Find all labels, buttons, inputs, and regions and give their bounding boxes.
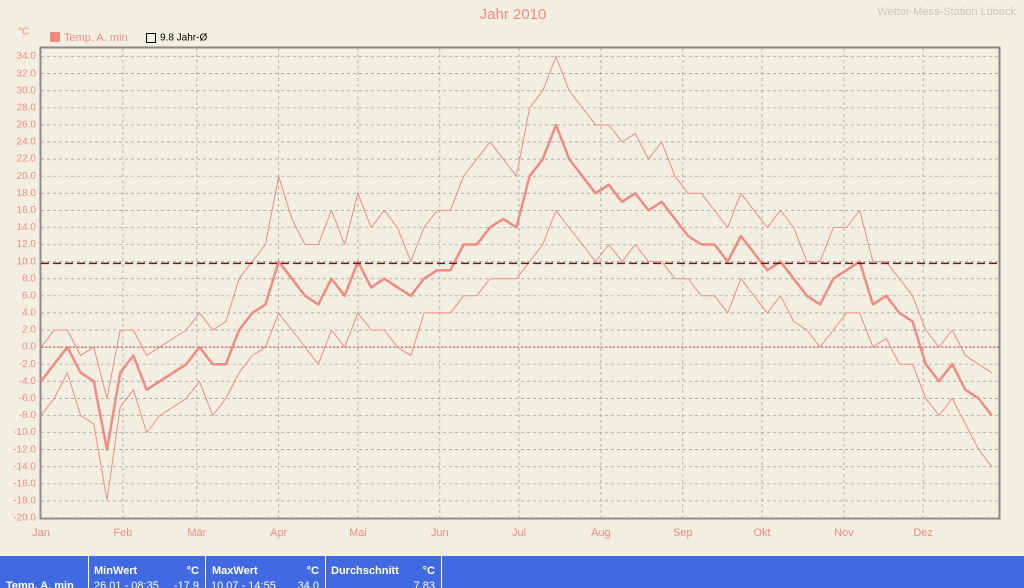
y-tick-label: -20.0 <box>13 513 36 524</box>
x-tick-label: Jul <box>512 527 526 539</box>
y-tick-label: 24.0 <box>17 137 37 148</box>
chart: Jahr 2010 Wetter-Mess-Station Lübeck °C … <box>13 6 1016 539</box>
y-tick-label: -18.0 <box>13 496 36 507</box>
y-tick-label: 10.0 <box>17 256 37 267</box>
y-tick-label: 4.0 <box>22 308 36 319</box>
header: °C <box>306 565 319 577</box>
y-tick-label: -10.0 <box>13 427 36 438</box>
header: °C <box>186 565 199 577</box>
cell: 26.01 - 08:35 <box>94 580 159 588</box>
col <box>441 556 442 588</box>
y-tick-label: 30.0 <box>17 85 37 96</box>
x-tick-label: Aug <box>591 527 611 539</box>
y-tick-label: 28.0 <box>17 102 37 113</box>
header: MinWert <box>94 565 138 577</box>
y-tick-label: 8.0 <box>22 273 36 284</box>
y-tick-label: 18.0 <box>17 188 37 199</box>
y-tick-label: 22.0 <box>17 154 37 165</box>
y-tick-label: -8.0 <box>19 410 37 421</box>
cell: 34.0 <box>297 580 319 588</box>
legend-swatch <box>50 32 60 42</box>
legend-label: Temp. A. min <box>64 32 128 44</box>
y-tick-label: -4.0 <box>19 376 37 387</box>
legend-swatch-ref <box>146 33 156 43</box>
cell: 7.83 <box>413 580 435 588</box>
y-tick-label: 20.0 <box>17 171 37 182</box>
y-tick-label: 0.0 <box>22 342 36 353</box>
y-tick-label: 26.0 <box>17 120 37 131</box>
legend-ref-label: 9.8 Jahr-Ø <box>160 33 207 44</box>
y-tick-label: 16.0 <box>17 205 37 216</box>
x-tick-label: Jun <box>431 527 449 539</box>
y-tick-label: 2.0 <box>22 325 36 336</box>
col: MaxWert °C 10.07 - 14:55 34.0 <box>205 556 325 588</box>
y-tick-label: 14.0 <box>17 222 37 233</box>
x-tick-label: Mai <box>349 527 367 539</box>
y-tick-label: -12.0 <box>13 444 36 455</box>
x-tick-label: Apr <box>270 527 287 539</box>
header: °C <box>422 565 435 577</box>
cell: 10.07 - 14:55 <box>211 580 276 588</box>
y-tick-label: 34.0 <box>17 51 37 62</box>
header: Durchschnitt <box>331 565 399 577</box>
x-tick-label: Mär <box>187 527 206 539</box>
col: MinWert °C 26.01 - 08:35 -17.9 <box>88 556 205 588</box>
y-tick-label: -6.0 <box>19 393 37 404</box>
y-tick-label: 6.0 <box>22 290 36 301</box>
y-tick-label: -16.0 <box>13 478 36 489</box>
temperature-line <box>40 56 993 399</box>
temperature-line <box>40 123 993 451</box>
x-tick-label: Okt <box>753 527 770 539</box>
x-tick-label: Dez <box>913 527 933 539</box>
x-tick-label: Sep <box>673 527 693 539</box>
chart-title: Jahr 2010 <box>480 6 547 23</box>
row-label: Temp. A. min <box>6 580 74 588</box>
y-tick-label: 12.0 <box>17 239 37 250</box>
y-tick-label: -2.0 <box>19 359 37 370</box>
y-tick-label: -14.0 <box>13 461 36 472</box>
x-tick-label: Nov <box>834 527 854 539</box>
x-tick-label: Jan <box>32 527 50 539</box>
cell: -17.9 <box>173 580 199 588</box>
header: MaxWert <box>212 565 258 577</box>
col: Durchschnitt °C 7.83 <box>325 556 441 588</box>
station-name: Wetter-Mess-Station Lübeck <box>877 6 1016 18</box>
stats-table: Temp. A. min MinWert °C 26.01 - 08:35 -1… <box>0 556 1024 588</box>
y-tick-label: 32.0 <box>17 68 37 79</box>
x-tick-label: Feb <box>113 527 132 539</box>
temperature-line <box>40 209 993 501</box>
y-unit: °C <box>18 27 29 38</box>
plot-frame <box>39 46 1001 520</box>
